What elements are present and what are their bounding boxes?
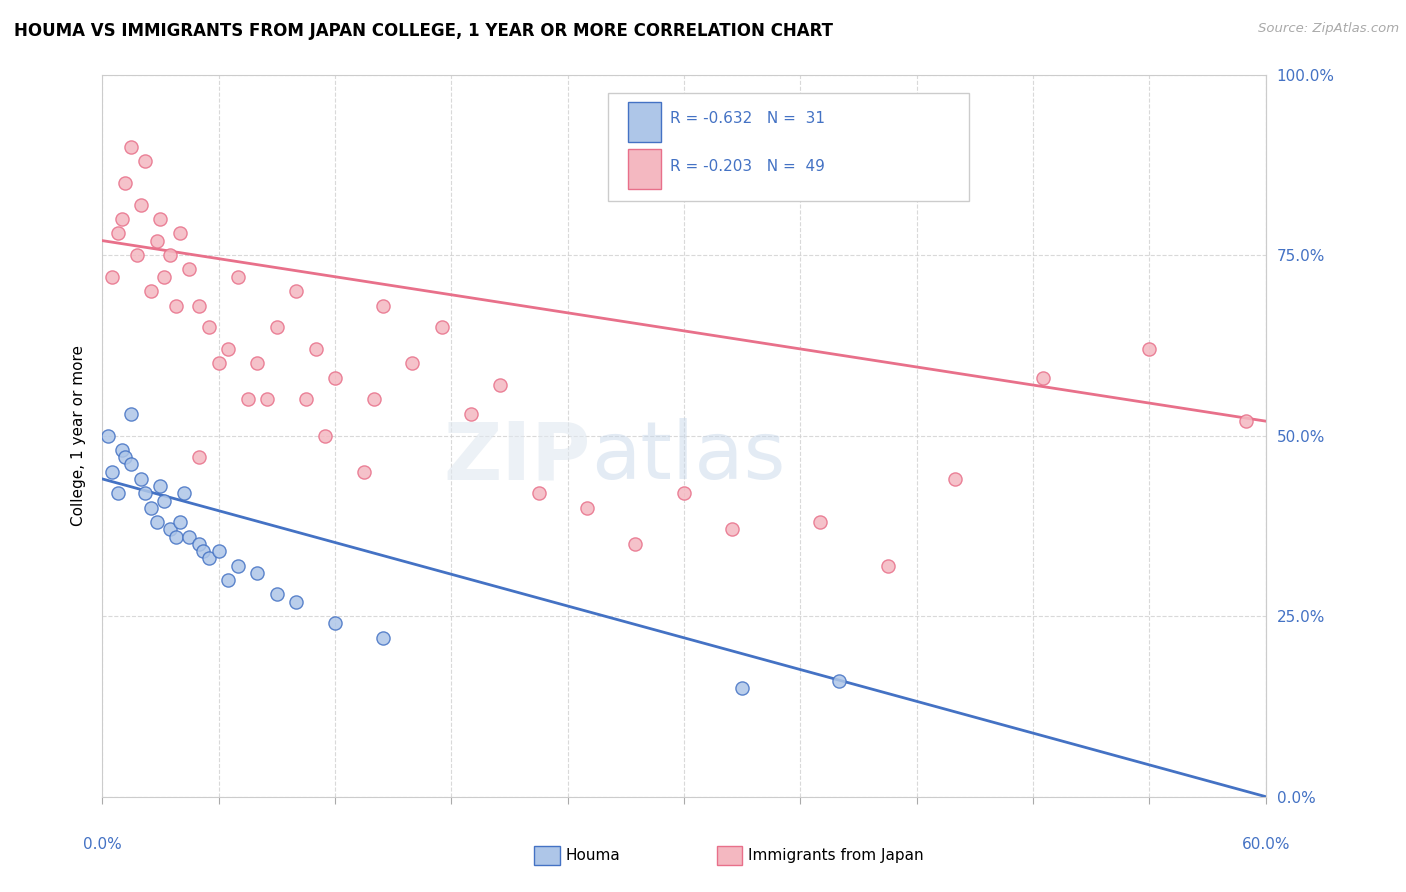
Point [153, 493, 176, 508]
Point [323, 371, 346, 385]
Point [165, 530, 187, 544]
Point [323, 616, 346, 631]
Point [169, 227, 191, 241]
Point [1137, 342, 1160, 356]
Point [191, 544, 214, 558]
Text: Source: ZipAtlas.com: Source: ZipAtlas.com [1258, 22, 1399, 36]
Point [107, 486, 129, 500]
Point [173, 486, 195, 500]
Point [169, 515, 191, 529]
Point [246, 356, 269, 370]
Text: Immigrants from Japan: Immigrants from Japan [748, 848, 924, 863]
Text: 60.0%: 60.0% [1241, 837, 1289, 852]
Point [672, 486, 695, 500]
Point [876, 558, 898, 573]
Point [129, 197, 152, 211]
Point [430, 320, 453, 334]
Point [149, 211, 172, 226]
Point [401, 356, 423, 370]
Point [207, 356, 229, 370]
FancyBboxPatch shape [628, 150, 661, 189]
Point [226, 558, 249, 573]
Point [527, 486, 550, 500]
Point [97, 428, 120, 442]
Point [120, 407, 142, 421]
Point [153, 269, 176, 284]
Point [363, 392, 385, 407]
Point [460, 407, 482, 421]
FancyBboxPatch shape [609, 93, 969, 201]
Point [149, 479, 172, 493]
Point [266, 587, 288, 601]
Point [575, 500, 598, 515]
Point [256, 392, 278, 407]
Point [945, 472, 967, 486]
Point [110, 211, 132, 226]
Text: R = -0.203   N =  49: R = -0.203 N = 49 [671, 159, 825, 174]
Point [114, 176, 136, 190]
Point [159, 248, 181, 262]
Point [188, 450, 211, 465]
Point [134, 486, 156, 500]
Point [114, 450, 136, 465]
Point [179, 262, 201, 277]
Text: 0.0%: 0.0% [83, 837, 121, 852]
Text: Houma: Houma [565, 848, 620, 863]
Point [107, 227, 129, 241]
Point [353, 465, 375, 479]
Point [188, 537, 211, 551]
Point [207, 544, 229, 558]
Point [145, 234, 167, 248]
Point [198, 551, 221, 566]
Y-axis label: College, 1 year or more: College, 1 year or more [72, 345, 86, 526]
Point [731, 681, 754, 696]
Point [139, 500, 162, 515]
Point [198, 320, 221, 334]
Point [127, 248, 149, 262]
Point [139, 284, 162, 298]
Point [101, 269, 124, 284]
Point [1234, 414, 1257, 428]
Point [1032, 371, 1054, 385]
Point [159, 523, 181, 537]
Point [134, 154, 156, 169]
Point [217, 573, 239, 587]
Point [373, 299, 395, 313]
Point [285, 595, 308, 609]
Point [266, 320, 288, 334]
FancyBboxPatch shape [628, 102, 661, 142]
Text: ZIP: ZIP [444, 418, 591, 496]
Point [808, 515, 831, 529]
Point [179, 530, 201, 544]
Point [314, 428, 336, 442]
Point [488, 378, 510, 392]
Point [236, 392, 259, 407]
Text: R = -0.632   N =  31: R = -0.632 N = 31 [671, 112, 825, 127]
Point [373, 631, 395, 645]
Point [110, 443, 132, 458]
Point [721, 523, 744, 537]
Point [120, 458, 142, 472]
Point [120, 139, 142, 153]
Point [624, 537, 647, 551]
Point [101, 465, 124, 479]
Text: atlas: atlas [591, 418, 785, 496]
Point [188, 299, 211, 313]
Point [145, 515, 167, 529]
Point [304, 342, 326, 356]
Point [828, 674, 851, 689]
Point [246, 566, 269, 580]
Point [217, 342, 239, 356]
Point [285, 284, 308, 298]
Text: HOUMA VS IMMIGRANTS FROM JAPAN COLLEGE, 1 YEAR OR MORE CORRELATION CHART: HOUMA VS IMMIGRANTS FROM JAPAN COLLEGE, … [14, 22, 834, 40]
Point [295, 392, 318, 407]
Point [165, 299, 187, 313]
Point [226, 269, 249, 284]
Point [129, 472, 152, 486]
